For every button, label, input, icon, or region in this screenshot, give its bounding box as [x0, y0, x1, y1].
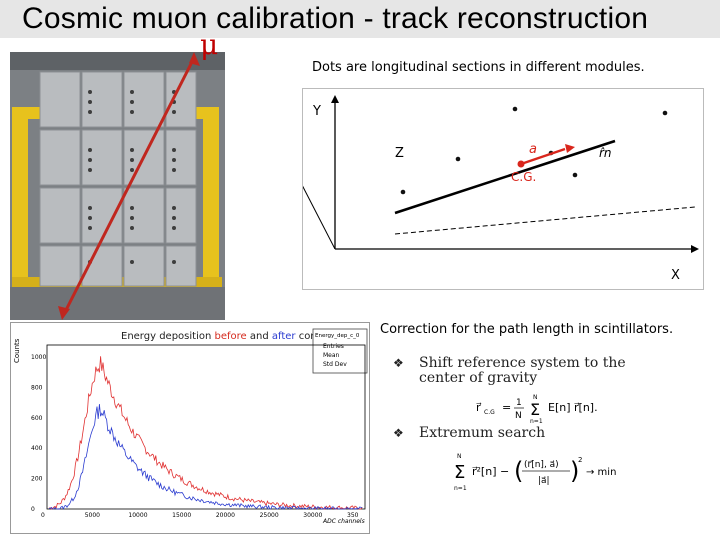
x-tick-label: 15000	[172, 512, 191, 519]
y-tick-label: 600	[31, 415, 43, 422]
svg-text:r⃗: r⃗	[476, 401, 482, 414]
stats-box	[312, 328, 368, 374]
caption-bottom: Correction for the path length in scinti…	[380, 322, 674, 337]
y-tick-label: 800	[31, 384, 43, 391]
bullet-text: Shift reference system to the center of …	[419, 355, 626, 386]
x-tick-label: 20000	[216, 512, 235, 519]
stats-row: Std Dev	[323, 361, 347, 368]
x-tick-label: 5000	[85, 512, 100, 519]
svg-text:N: N	[533, 394, 538, 401]
fitted-track-line	[394, 139, 616, 215]
extremum-formula: Σ N n=1 r⃗²[n] − ( (r⃗[n], a⃗) |a⃗| ) 2 …	[452, 448, 632, 498]
detector-illustration	[10, 52, 225, 320]
svg-text:Σ: Σ	[530, 400, 540, 419]
muon-arrowhead-bottom	[58, 306, 70, 320]
y-axis-label: Counts	[13, 338, 21, 363]
svg-text:E[n] r⃗[n].: E[n] r⃗[n].	[548, 401, 598, 414]
histogram-svg: Energy deposition before and after corre…	[13, 328, 368, 525]
section-dot	[400, 189, 406, 195]
direction-vector-head	[565, 144, 575, 153]
y-axis-label: Y	[312, 104, 321, 119]
y-axis-arrow	[331, 95, 339, 103]
svg-text:n=1: n=1	[454, 485, 467, 492]
histogram-panel: Energy deposition before and after corre…	[10, 322, 370, 534]
after-correction-curve	[48, 404, 363, 510]
z-axis-label: Z	[395, 146, 404, 161]
x-tick-label: 30000	[303, 512, 322, 519]
histogram-frame	[46, 344, 366, 510]
stats-name: Energy_dep_c_0	[315, 333, 360, 339]
track-diagram: Y X Z a C.G. r̂n	[300, 88, 704, 290]
bullet-mark: ❖	[393, 426, 404, 440]
bullet-text: Extremum search	[419, 425, 546, 441]
x-axis-label: X	[671, 268, 680, 283]
track-diagram-svg: Y X Z a C.G. r̂n	[300, 95, 699, 283]
svg-text:C.G: C.G	[484, 409, 495, 416]
section-dot	[572, 172, 578, 178]
stats-row: Entries	[323, 343, 344, 350]
svg-text:n=1: n=1	[530, 418, 543, 424]
x-tick-label: 0	[41, 512, 45, 519]
svg-text:1: 1	[516, 398, 522, 408]
svg-text:N: N	[457, 453, 462, 460]
a-vector-label: a	[529, 142, 537, 157]
svg-text:→ min: → min	[586, 467, 616, 478]
muon-arrowhead-top	[189, 52, 200, 66]
detector-photo	[10, 52, 225, 320]
caption-top: Dots are longitudinal sections in differ…	[312, 60, 645, 75]
y-tick-label: 200	[31, 476, 43, 483]
x-tick-label: 350	[347, 512, 359, 519]
mu-symbol: μ	[200, 28, 219, 61]
svg-text:N: N	[515, 411, 522, 421]
cg-formula: r⃗ C.G = 1 N Σ N n=1 E[n] r⃗[n].	[476, 390, 646, 427]
section-dot	[512, 106, 518, 112]
n-vector-label: r̂n	[599, 146, 612, 160]
cg-formula-svg: r⃗ C.G = 1 N Σ N n=1 E[n] r⃗[n].	[476, 394, 598, 425]
section-dot	[455, 156, 461, 162]
title-bar: Cosmic muon calibration - track reconstr…	[0, 0, 720, 38]
svg-text:(r⃗[n], a⃗): (r⃗[n], a⃗)	[524, 460, 559, 470]
before-correction-curve	[48, 356, 363, 510]
x-axis-label: ADC channels	[322, 518, 365, 525]
svg-text:(: (	[514, 457, 523, 485]
direction-vector	[520, 147, 566, 166]
svg-text:2: 2	[578, 456, 582, 464]
slide-title: Cosmic muon calibration - track reconstr…	[22, 2, 649, 35]
svg-text:|a⃗|: |a⃗|	[538, 476, 550, 486]
y-tick-label: 0	[31, 506, 35, 513]
y-tick-label: 400	[31, 445, 43, 452]
svg-text:): )	[570, 457, 579, 485]
x-tick-label: 25000	[260, 512, 279, 519]
extremum-formula-svg: Σ N n=1 r⃗²[n] − ( (r⃗[n], a⃗) |a⃗| ) 2 …	[454, 453, 616, 492]
x-axis-arrow	[691, 245, 699, 253]
bullet-mark: ❖	[393, 356, 404, 370]
projection-dashed-line	[394, 206, 696, 235]
svg-text:Σ: Σ	[454, 462, 465, 483]
y-tick-label: 1000	[31, 354, 46, 361]
svg-text:r⃗²[n] −: r⃗²[n] −	[472, 465, 510, 478]
x-tick-label: 10000	[128, 512, 147, 519]
stats-row: Mean	[323, 352, 340, 359]
muon-track-line	[62, 57, 196, 315]
cg-label: C.G.	[511, 170, 536, 184]
section-dot	[662, 110, 668, 116]
z-axis	[300, 182, 336, 250]
svg-text:=: =	[502, 401, 511, 414]
